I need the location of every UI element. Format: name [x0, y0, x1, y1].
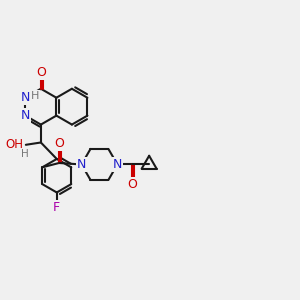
Text: N: N — [77, 158, 86, 171]
Text: H: H — [20, 149, 28, 159]
Text: F: F — [53, 201, 60, 214]
Text: O: O — [36, 66, 46, 80]
Text: N: N — [113, 158, 122, 171]
Text: OH: OH — [5, 138, 23, 151]
Text: O: O — [54, 137, 64, 150]
Text: H: H — [30, 91, 39, 101]
Text: N: N — [21, 91, 30, 104]
Text: O: O — [127, 178, 137, 191]
Text: N: N — [21, 109, 30, 122]
